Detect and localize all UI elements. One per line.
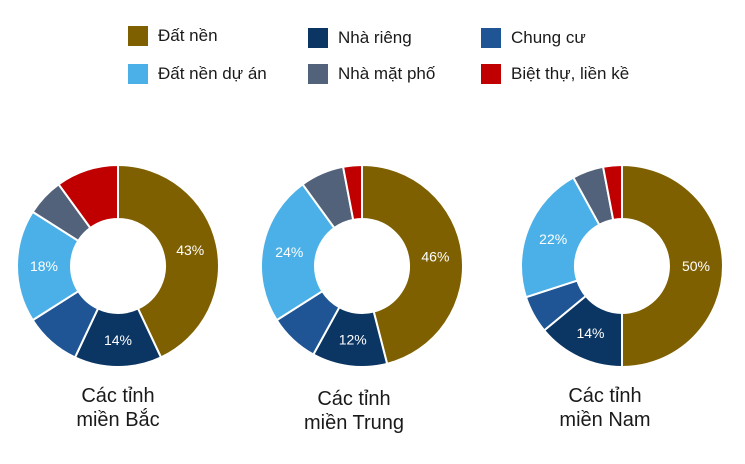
legend-swatch [308,64,328,84]
chart-title-line: Các tỉnh [81,385,155,407]
legend-label: Nhà riêng [338,28,412,47]
donut-slice [621,163,724,369]
slice-value-label: 14% [104,332,132,348]
legend-item: Đất nền [128,24,218,48]
donut-slice [57,163,119,230]
legend-label: Biệt thự, liền kề [511,64,630,83]
donut-slice [520,176,601,299]
chart-title-central: Các tỉnh miền Trung [254,387,454,435]
donut-slice [260,182,336,322]
legend-swatch [128,26,148,46]
slice-value-label: 22% [539,231,567,247]
legend-item: Nhà riêng [308,26,412,50]
legend-label: Nhà mặt phố [338,64,436,83]
chart-title-line: miền Nam [559,409,651,431]
legend-label: Đất nền [158,26,218,45]
chart-title-line: Các tỉnh [317,388,391,410]
chart-legend: Đất nền Nhà riêng Chung cư Đất nền dự án… [0,0,745,100]
slice-value-label: 50% [682,258,710,274]
legend-swatch [481,28,501,48]
legend-swatch [308,28,328,48]
chart-title-line: miền Trung [303,412,405,434]
legend-label: Đất nền dự án [158,64,267,83]
donut-slice [601,163,623,222]
legend-item: Đất nền dự án [128,62,267,86]
slice-value-label: 14% [576,325,604,341]
donut-slice [361,163,464,366]
donut-slice [341,163,363,222]
slice-value-label: 24% [275,244,303,260]
chart-title-line: Các tỉnh [568,385,642,407]
legend-swatch [481,64,501,84]
slice-value-label: 46% [421,249,449,265]
legend-item: Biệt thự, liền kề [481,62,629,86]
legend-label: Chung cư [511,28,586,47]
chart-title-south: Các tỉnh miền Nam [505,384,705,432]
slice-value-label: 18% [30,258,58,274]
legend-swatch [128,64,148,84]
donut-slice [117,163,220,359]
chart-title-line: miền Bắc [76,409,160,431]
slice-value-label: 43% [176,242,204,258]
chart-title-north: Các tỉnh miền Bắc [18,384,218,432]
slice-value-label: 12% [339,331,367,347]
legend-item: Nhà mặt phố [308,62,435,86]
legend-item: Chung cư [481,26,586,50]
